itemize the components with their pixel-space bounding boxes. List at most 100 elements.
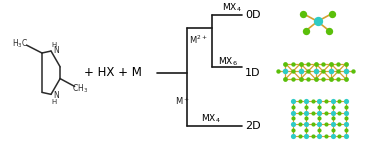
Point: [290, 106, 296, 108]
Point: [303, 123, 309, 125]
Point: [316, 117, 322, 120]
Point: [336, 123, 342, 125]
Text: H$_3$C: H$_3$C: [12, 38, 28, 50]
Point: [303, 117, 309, 120]
Point: [335, 62, 341, 65]
Point: [328, 62, 334, 65]
Point: [336, 112, 342, 114]
Point: [305, 62, 311, 65]
Point: [314, 20, 321, 22]
Point: [350, 70, 356, 73]
Point: [296, 123, 302, 125]
Point: [290, 129, 296, 131]
Point: [310, 123, 316, 125]
Point: [290, 78, 296, 80]
Point: [330, 135, 336, 137]
Point: [343, 112, 349, 114]
Point: [330, 106, 336, 108]
Point: [323, 100, 329, 102]
Point: [336, 100, 342, 102]
Text: N: N: [53, 46, 59, 55]
Point: [303, 112, 309, 114]
Text: CH$_3$: CH$_3$: [72, 82, 88, 95]
Point: [316, 106, 322, 108]
Point: [290, 100, 296, 102]
Text: + HX + M: + HX + M: [84, 66, 143, 79]
Point: [323, 112, 329, 114]
Point: [343, 62, 349, 65]
Point: [323, 135, 329, 137]
Point: [343, 117, 349, 120]
Point: [290, 123, 296, 125]
Point: [329, 12, 335, 15]
Point: [297, 78, 304, 80]
Point: [290, 62, 296, 65]
Point: [316, 135, 322, 137]
Point: [343, 100, 349, 102]
Point: [320, 70, 326, 73]
Point: [303, 135, 309, 137]
Point: [297, 62, 304, 65]
Point: [343, 129, 349, 131]
Point: [343, 106, 349, 108]
Point: [290, 117, 296, 120]
Point: [316, 112, 322, 114]
Text: M$^{2+}$: M$^{2+}$: [189, 33, 208, 46]
Point: [313, 70, 319, 73]
Text: H: H: [51, 41, 57, 47]
Point: [300, 12, 306, 15]
Point: [310, 135, 316, 137]
Point: [330, 129, 336, 131]
Point: [320, 78, 326, 80]
Point: [316, 129, 322, 131]
Text: M$^+$: M$^+$: [175, 95, 189, 107]
Point: [323, 123, 329, 125]
Point: [330, 117, 336, 120]
Point: [290, 70, 296, 73]
Point: [290, 135, 296, 137]
Text: 0D: 0D: [245, 10, 260, 20]
Point: [313, 62, 319, 65]
Point: [316, 100, 322, 102]
Point: [328, 78, 334, 80]
Text: MX$_4$: MX$_4$: [222, 1, 242, 14]
Point: [303, 106, 309, 108]
Text: 1D: 1D: [245, 68, 260, 78]
Point: [305, 70, 311, 73]
Point: [336, 135, 342, 137]
Point: [335, 70, 341, 73]
Point: [275, 70, 281, 73]
Point: [326, 29, 332, 32]
Text: N: N: [53, 91, 59, 100]
Point: [310, 112, 316, 114]
Point: [305, 78, 311, 80]
Point: [313, 78, 319, 80]
Text: MX$_4$: MX$_4$: [201, 112, 221, 125]
Point: [320, 62, 326, 65]
Point: [330, 100, 336, 102]
Point: [297, 70, 304, 73]
Text: H: H: [51, 99, 57, 105]
Point: [296, 112, 302, 114]
Point: [330, 112, 336, 114]
Point: [296, 100, 302, 102]
Point: [296, 135, 302, 137]
Point: [343, 78, 349, 80]
Point: [282, 78, 288, 80]
Text: MX$_6$: MX$_6$: [218, 55, 238, 68]
Point: [343, 70, 349, 73]
Point: [282, 70, 288, 73]
Point: [316, 123, 322, 125]
Point: [328, 70, 334, 73]
Point: [282, 62, 288, 65]
Point: [303, 29, 309, 32]
Point: [303, 100, 309, 102]
Point: [310, 100, 316, 102]
Point: [343, 123, 349, 125]
Point: [303, 129, 309, 131]
Text: 2D: 2D: [245, 121, 260, 131]
Point: [290, 112, 296, 114]
Point: [343, 135, 349, 137]
Point: [335, 78, 341, 80]
Point: [330, 123, 336, 125]
